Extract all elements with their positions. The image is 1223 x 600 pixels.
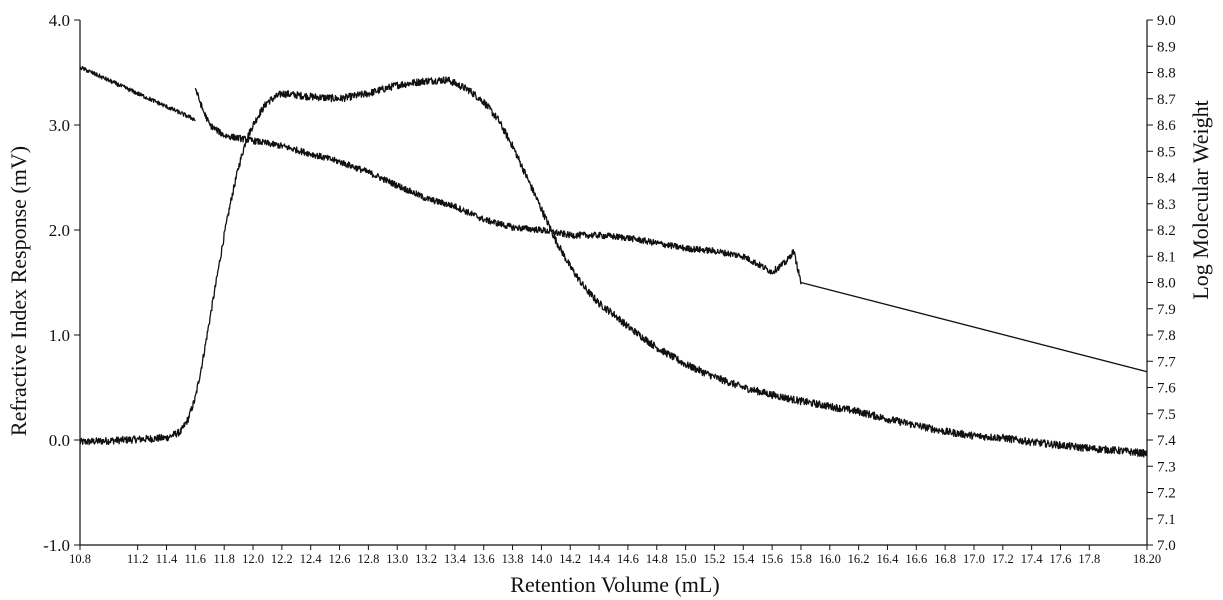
- right-y-tick-label: 7.3: [1157, 459, 1176, 475]
- right-y-tick-label: 7.0: [1157, 538, 1176, 554]
- x-tick-label: 13.0: [386, 552, 408, 566]
- x-tick-label: 12.8: [357, 552, 379, 566]
- x-tick-label: 17.2: [992, 552, 1014, 566]
- x-tick-label: 11.2: [127, 552, 148, 566]
- right-y-axis: 7.0 7.1 7.2 7.3 7.4 7.5 7.6 7.7 7.8 7.9 8.0 8.1 8.2 8…: [1147, 13, 1176, 554]
- left-y-tick-label: 4.0: [49, 11, 70, 30]
- right-y-tick-label: 7.6: [1157, 381, 1176, 397]
- right-y-tick-label: 7.7: [1157, 354, 1176, 370]
- right-y-tick-label: 9.0: [1157, 13, 1176, 29]
- left-y-tick-label: 3.0: [49, 116, 70, 135]
- right-y-tick-label: 8.8: [1157, 66, 1176, 82]
- log-mw-series-3: [800, 281, 1148, 373]
- right-y-tick-label: 8.6: [1157, 118, 1176, 134]
- x-tick-label: 15.2: [703, 552, 725, 566]
- left-y-axis-title: Refractive Index Response (mV): [6, 146, 31, 436]
- x-axis: 10.8 11.2 11.4 11.6 11.8 12.0 12.2 12.4 12.6 12.8…: [69, 545, 1161, 566]
- right-y-axis-title: Log Molecular Weight: [1188, 100, 1213, 299]
- x-tick-label: 15.8: [790, 552, 812, 566]
- x-tick-label: 16.6: [905, 552, 927, 566]
- right-y-tick-label: 8.4: [1157, 171, 1176, 187]
- x-tick-label: 15.0: [675, 552, 697, 566]
- right-y-tick-label: 8.9: [1157, 39, 1176, 55]
- right-y-tick-label: 7.2: [1157, 486, 1176, 502]
- x-tick-label: 12.2: [271, 552, 293, 566]
- left-y-tick-label: 2.0: [49, 221, 70, 240]
- plot-frame: [79, 20, 1148, 546]
- x-tick-label: 18.20: [1133, 552, 1161, 566]
- x-tick-label: 14.6: [617, 552, 639, 566]
- ri-response-series: [79, 76, 1148, 458]
- x-tick-label: 13.2: [415, 552, 437, 566]
- right-y-tick-label: 8.0: [1157, 276, 1176, 292]
- right-y-tick-label: 8.1: [1157, 249, 1176, 265]
- right-y-tick-label: 8.2: [1157, 223, 1176, 239]
- x-tick-label: 15.6: [761, 552, 783, 566]
- x-tick-label: 16.0: [819, 552, 841, 566]
- x-axis-title: Retention Volume (mL): [510, 572, 719, 597]
- right-y-tick-label: 7.1: [1157, 512, 1176, 528]
- x-tick-label: 16.4: [877, 552, 900, 566]
- left-y-tick-label: 1.0: [49, 326, 70, 345]
- x-tick-label: 16.8: [934, 552, 956, 566]
- right-y-tick-label: 7.8: [1157, 328, 1176, 344]
- right-y-tick-label: 8.3: [1157, 197, 1176, 213]
- x-tick-label: 13.6: [473, 552, 495, 566]
- x-tick-label: 11.4: [156, 552, 178, 566]
- x-tick-label: 12.4: [300, 552, 323, 566]
- x-tick-label: 14.4: [588, 552, 611, 566]
- right-y-tick-label: 7.4: [1157, 433, 1176, 449]
- x-tick-label: 17.4: [1021, 552, 1044, 566]
- right-y-tick-label: 7.5: [1157, 407, 1176, 423]
- x-tick-label: 12.6: [329, 552, 351, 566]
- x-tick-label: 17.0: [963, 552, 985, 566]
- x-tick-label: 17.6: [1050, 552, 1072, 566]
- x-tick-label: 14.0: [530, 552, 552, 566]
- right-y-tick-label: 8.5: [1157, 144, 1176, 160]
- x-tick-label: 13.4: [444, 552, 467, 566]
- series-layer: [79, 65, 1148, 458]
- x-tick-label: 16.2: [848, 552, 870, 566]
- left-y-tick-label: 0.0: [49, 431, 70, 450]
- left-y-axis: -1.0 0.0 1.0 2.0 3.0 4.0: [43, 11, 80, 555]
- log-mw-series-1: [79, 65, 196, 122]
- x-tick-label: 11.6: [185, 552, 206, 566]
- right-y-tick-label: 8.7: [1157, 92, 1176, 108]
- x-tick-label: 15.4: [732, 552, 755, 566]
- left-y-tick-label: -1.0: [43, 536, 70, 555]
- x-tick-label: 14.2: [559, 552, 581, 566]
- x-tick-label: 13.8: [502, 552, 524, 566]
- log-mw-series-2: [194, 88, 802, 285]
- x-tick-label: 10.8: [69, 552, 91, 566]
- x-tick-label: 11.8: [213, 552, 234, 566]
- x-tick-label: 17.8: [1078, 552, 1100, 566]
- x-tick-label: 14.8: [646, 552, 668, 566]
- x-tick-label: 12.0: [242, 552, 264, 566]
- right-y-tick-label: 7.9: [1157, 302, 1176, 318]
